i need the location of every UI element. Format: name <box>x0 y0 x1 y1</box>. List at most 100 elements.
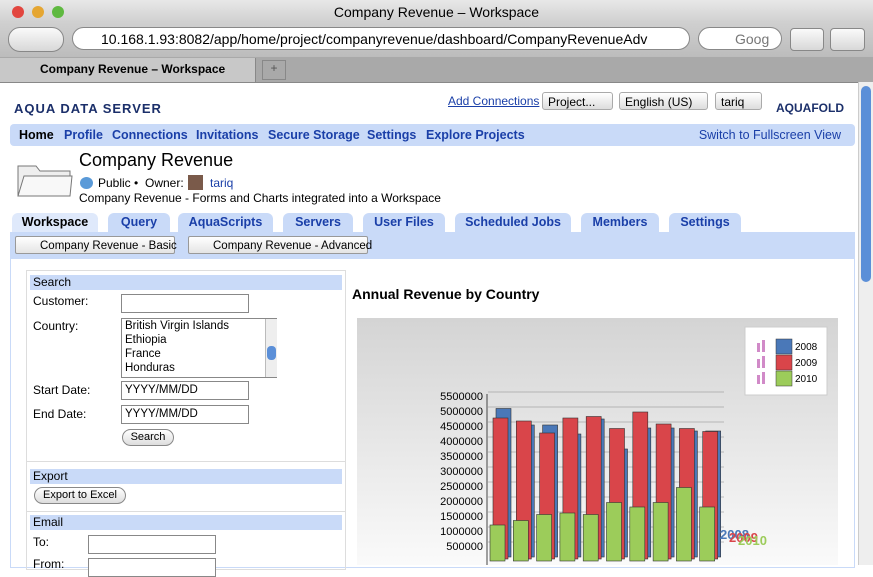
home-button[interactable] <box>790 28 824 51</box>
list-scrollbar[interactable] <box>265 319 277 377</box>
series-label: 2010 <box>738 533 767 548</box>
country-list[interactable] <box>121 318 277 378</box>
nav-item[interactable]: Explore Projects <box>426 128 525 142</box>
y-tick-label: 500000 <box>446 541 483 553</box>
nav-item[interactable]: Invitations <box>196 128 259 142</box>
legend-label: 2009 <box>795 358 818 369</box>
start-input[interactable]: YYYY/MM/DD <box>121 381 249 400</box>
tab[interactable]: Members <box>581 213 659 232</box>
y-tick-label: 1500000 <box>440 511 483 523</box>
customer-label: Customer: <box>33 294 89 308</box>
legend-icon <box>762 340 765 352</box>
nav-item[interactable]: Settings <box>367 128 417 142</box>
fullscreen-link[interactable]: Switch to Fullscreen View <box>698 128 841 142</box>
country-option[interactable]: Honduras <box>125 362 175 374</box>
export-button[interactable]: Export to Excel <box>34 487 126 504</box>
divider <box>27 461 345 462</box>
country-option[interactable]: British Virgin Islands <box>125 320 229 332</box>
bar <box>652 502 669 562</box>
page-scrollbar[interactable] <box>858 82 873 565</box>
from-input[interactable] <box>88 558 216 577</box>
close-button[interactable] <box>12 6 24 18</box>
country-option[interactable]: France <box>125 348 161 360</box>
tab[interactable]: Settings <box>669 213 741 232</box>
nav-item[interactable]: Secure Storage <box>268 128 360 142</box>
window-title: Company Revenue – Workspace <box>333 4 540 20</box>
avatar <box>188 175 203 190</box>
subtab[interactable]: Company Revenue - Basic <box>15 236 177 254</box>
zoom-button[interactable] <box>52 6 64 18</box>
project-title: Company Revenue <box>79 150 234 170</box>
export-header: Export <box>30 469 342 484</box>
search-field[interactable]: Goog <box>698 27 782 50</box>
bar <box>629 506 646 562</box>
owner-link[interactable]: tariq <box>210 176 234 190</box>
country-option[interactable]: Ethiopia <box>125 334 167 346</box>
new-tab[interactable]: + <box>262 60 286 80</box>
tab[interactable]: Workspace <box>12 213 98 232</box>
url-field[interactable]: 10.168.1.93:8082/app/home/project/compan… <box>72 27 690 50</box>
y-tick-label: 4500000 <box>440 421 483 433</box>
visibility: Public • <box>98 176 139 190</box>
start-label: Start Date: <box>33 383 91 397</box>
legend-swatch <box>775 370 793 387</box>
bar <box>512 520 529 562</box>
y-tick-label: 2000000 <box>440 496 483 508</box>
logo: AQUA DATA SERVER <box>14 101 162 116</box>
project-select[interactable]: Project... <box>542 92 613 110</box>
legend-swatch <box>775 354 793 371</box>
from-label: From: <box>33 557 65 571</box>
back-forward[interactable] <box>8 27 64 52</box>
tab[interactable]: Servers <box>283 213 353 232</box>
legend-icon <box>757 359 760 368</box>
bar <box>699 506 716 562</box>
minimize-button[interactable] <box>32 6 44 18</box>
subtab[interactable]: Company Revenue - Advanced <box>188 236 372 254</box>
series-label: 2009 <box>729 530 758 545</box>
title-bar <box>0 0 873 22</box>
tab[interactable]: Scheduled Jobs <box>455 213 571 232</box>
bar <box>536 514 552 562</box>
tab[interactable]: Query <box>108 213 170 232</box>
user-select[interactable]: tariq <box>715 92 762 110</box>
to-input[interactable] <box>88 535 216 554</box>
search-header: Search <box>30 275 342 290</box>
divider <box>27 511 345 512</box>
customer-input[interactable] <box>121 294 249 313</box>
description: Company Revenue - Forms and Charts integ… <box>79 191 441 205</box>
bar <box>676 487 692 562</box>
search-button[interactable]: Search <box>122 429 174 446</box>
y-tick-label: 1000000 <box>440 526 483 538</box>
tab[interactable]: AquaScripts <box>178 213 273 232</box>
add-connections-link[interactable]: Add Connections <box>448 94 540 108</box>
folder-icon <box>17 165 73 197</box>
tab[interactable]: User Files <box>363 213 445 232</box>
logo-right: AQUAFOLD <box>776 101 844 115</box>
nav-bar <box>10 124 855 146</box>
legend-label: 2010 <box>795 374 818 385</box>
email-header: Email <box>30 515 342 530</box>
country-label: Country: <box>33 319 79 333</box>
y-tick-label: 5500000 <box>440 391 483 403</box>
tab-title: Company Revenue – Workspace <box>40 62 226 76</box>
chart: 500000 1000000 1500000 2000000 2500000 300000… <box>357 318 838 565</box>
owner-label: Owner: <box>145 176 184 190</box>
legend-icon <box>762 356 765 368</box>
chart-title: Annual Revenue by Country <box>352 286 540 302</box>
nav-item[interactable]: Home <box>19 128 54 142</box>
y-tick-label: 3500000 <box>440 451 483 463</box>
bookmark-button[interactable] <box>830 28 865 51</box>
legend-label: 2008 <box>795 342 818 353</box>
language-select[interactable]: English (US) <box>619 92 708 110</box>
to-label: To: <box>33 535 50 549</box>
nav-item[interactable]: Profile <box>64 128 103 142</box>
legend-icon <box>757 343 760 352</box>
end-input[interactable]: YYYY/MM/DD <box>121 405 249 424</box>
legend-icon <box>762 372 765 384</box>
y-tick-label: 5000000 <box>440 406 483 418</box>
y-tick-label: 3000000 <box>440 466 483 478</box>
y-tick-label: 2500000 <box>440 481 483 493</box>
nav-item[interactable]: Connections <box>112 128 188 142</box>
browser-tab[interactable] <box>0 58 256 82</box>
